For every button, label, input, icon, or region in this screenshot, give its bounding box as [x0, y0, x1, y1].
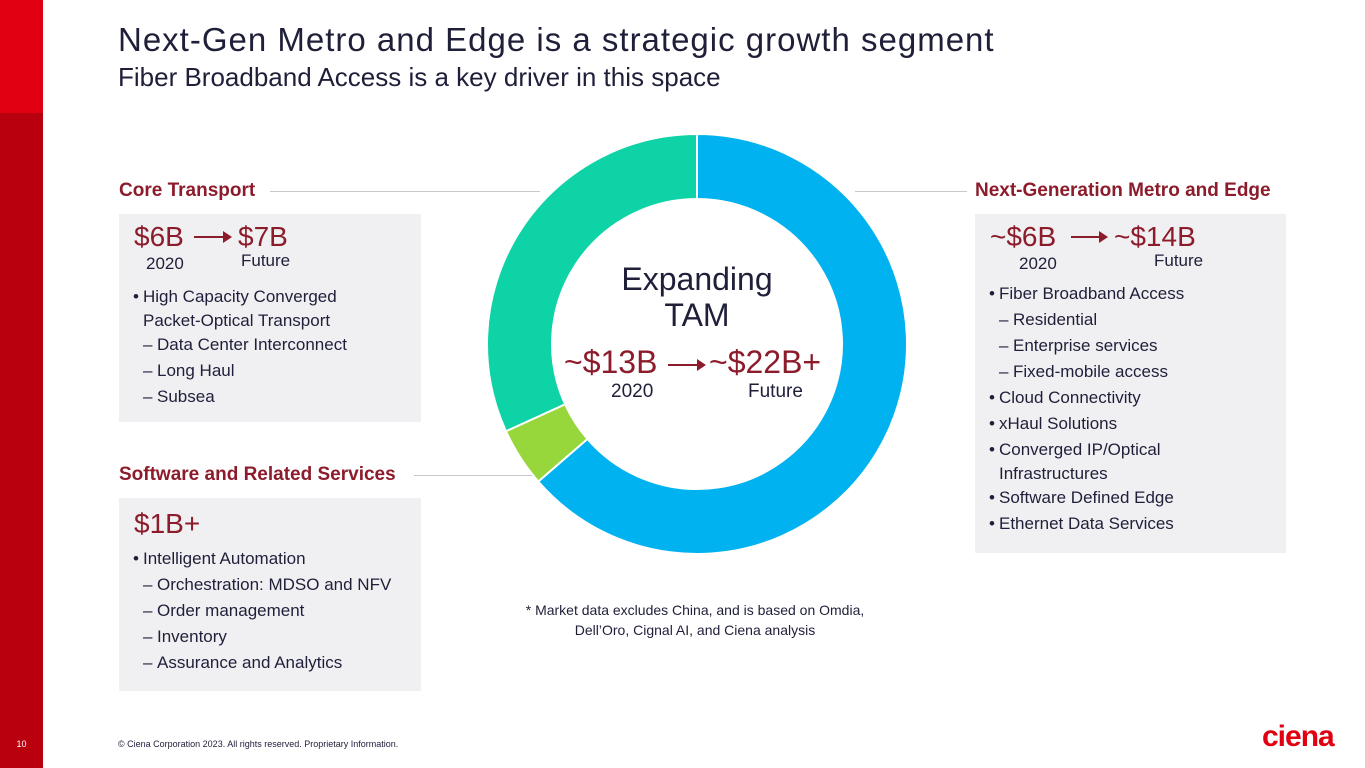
- list-item: Long Haul: [133, 358, 347, 384]
- slide-subtitle: Fiber Broadband Access is a key driver i…: [118, 62, 721, 92]
- core-transport-box: $6B $7B 2020 Future High Capacity Conver…: [119, 214, 421, 422]
- core-to-value: $7B: [238, 221, 288, 252]
- list-item: Orchestration: MDSO and NFV: [133, 572, 391, 598]
- core-bullet-list: High Capacity Converged Packet-Optical T…: [133, 284, 347, 410]
- list-item: Infrastructures: [999, 464, 1108, 483]
- page-number: 10: [16, 739, 27, 749]
- center-arrow-icon: [668, 359, 706, 371]
- metro-from-value: ~$6B: [990, 221, 1057, 252]
- list-item: Subsea: [133, 384, 347, 410]
- list-item: Residential: [989, 307, 1184, 333]
- list-item: Cloud Connectivity: [989, 385, 1184, 411]
- center-to-value: ~$22B+: [709, 344, 822, 380]
- metro-heading: Next-Generation Metro and Edge: [975, 180, 1271, 201]
- core-transport-heading: Core Transport: [119, 180, 256, 201]
- list-item: Fiber Broadband Access: [989, 281, 1184, 307]
- center-title-line2: TAM: [664, 297, 730, 333]
- software-value: $1B+: [134, 508, 201, 539]
- core-from-value: $6B: [134, 221, 184, 252]
- metro-bullet-list: Fiber Broadband Access Residential Enter…: [989, 281, 1184, 537]
- metro-to-label: Future: [1154, 251, 1204, 270]
- metro-from-label: 2020: [1019, 254, 1057, 273]
- center-to-label: Future: [748, 381, 803, 402]
- core-to-label: Future: [241, 251, 291, 270]
- footnote-line1: * Market data excludes China, and is bas…: [525, 602, 865, 618]
- software-heading: Software and Related Services: [119, 464, 396, 485]
- list-item: Data Center Interconnect: [133, 332, 347, 358]
- center-from-value: ~$13B: [564, 344, 658, 380]
- list-item: xHaul Solutions: [989, 411, 1184, 437]
- metro-to-value: ~$14B: [1114, 221, 1196, 252]
- list-item: High Capacity Converged: [133, 284, 347, 310]
- core-from-label: 2020: [146, 254, 184, 273]
- core-transport-leader: [270, 191, 540, 192]
- tam-donut-chart: [486, 133, 908, 555]
- side-bar: [0, 0, 43, 768]
- core-arrow-icon: [194, 231, 232, 243]
- list-item: Converged IP/Optical: [989, 437, 1184, 463]
- metro-arrow-icon: [1071, 231, 1108, 243]
- footnote-line2: Dell’Oro, Cignal AI, and Ciena analysis: [574, 622, 816, 638]
- list-item: Intelligent Automation: [133, 546, 391, 572]
- software-leader: [414, 475, 534, 476]
- software-box: $1B+ Intelligent Automation Orchestratio…: [119, 498, 421, 691]
- list-item: Assurance and Analytics: [133, 650, 391, 676]
- center-from-label: 2020: [611, 381, 654, 402]
- donut-slice-1: [536, 133, 908, 555]
- center-title-line1: Expanding: [621, 261, 773, 297]
- list-item: Fixed-mobile access: [989, 359, 1184, 385]
- side-bar-accent: [0, 0, 43, 113]
- slide-title: Next-Gen Metro and Edge is a strategic g…: [118, 21, 995, 58]
- list-item: Ethernet Data Services: [989, 511, 1184, 537]
- software-bullet-list: Intelligent Automation Orchestration: MD…: [133, 546, 391, 676]
- list-item: Software Defined Edge: [989, 485, 1184, 511]
- ciena-logo: ciena: [1262, 720, 1335, 753]
- copyright: © Ciena Corporation 2023. All rights res…: [118, 739, 399, 749]
- metro-box: ~$6B ~$14B 2020 Future Fiber Broadband A…: [975, 214, 1286, 553]
- metro-leader: [855, 191, 967, 192]
- list-item: Packet-Optical Transport: [143, 311, 331, 330]
- list-item: Order management: [133, 598, 391, 624]
- list-item: Enterprise services: [989, 333, 1184, 359]
- donut-slice-3: [486, 133, 698, 433]
- footnote: * Market data excludes China, and is bas…: [505, 600, 885, 640]
- list-item: Inventory: [133, 624, 391, 650]
